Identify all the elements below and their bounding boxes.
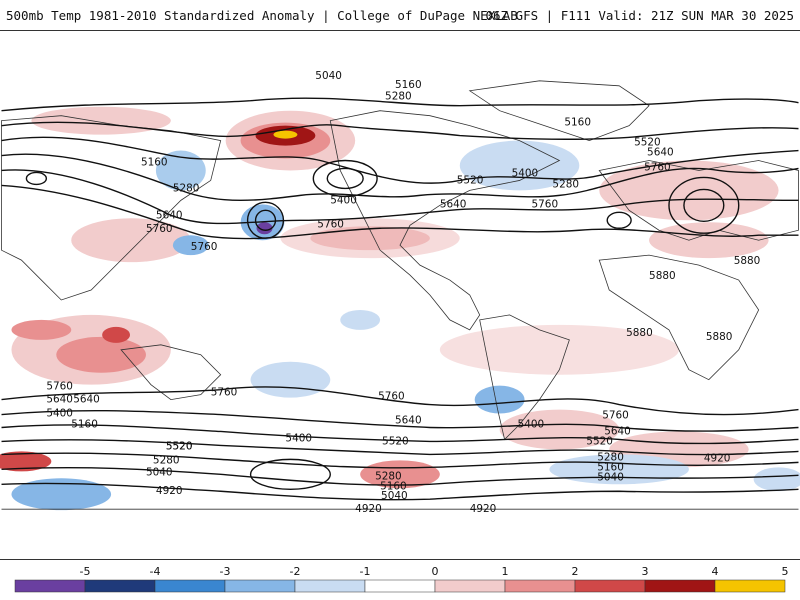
colorbar-swatch <box>84 579 156 593</box>
contour-labels: 5040 5160 5280 5160 5160 5280 5400 5640 … <box>46 70 760 515</box>
contour-label: 5760 <box>532 198 559 210</box>
colorbar-tick-label: 4 <box>712 565 719 578</box>
contour-label: 4920 <box>355 503 382 515</box>
contour-label: 5520 <box>586 435 613 447</box>
colorbar-swatch <box>294 579 366 593</box>
colorbar-swatch <box>154 579 226 593</box>
contour-label: 5640 <box>604 425 631 437</box>
colorbar-swatch <box>364 579 436 593</box>
contour-label: 5640 <box>440 198 467 210</box>
contour-label: 5280 <box>597 451 624 463</box>
contour-label: 5640 <box>73 394 100 406</box>
contour-label: 5040 <box>146 466 173 478</box>
colorbar-ticks: -5 -4 -3 -2 -1 0 1 2 3 4 5 <box>80 565 789 578</box>
contour-label: 5880 <box>706 331 733 343</box>
contour-label: 5160 <box>564 117 591 129</box>
contour-label: 5880 <box>734 255 761 267</box>
contour-label: 5400 <box>285 432 312 444</box>
anomaly-map: 5040 5160 5280 5160 5160 5280 5400 5640 … <box>0 30 800 560</box>
contour-label: 5280 <box>375 470 402 482</box>
contour-label: 5520 <box>166 440 193 452</box>
contour-label: 5880 <box>649 270 676 282</box>
contour-label: 5760 <box>602 410 629 422</box>
contour-label: 5760 <box>191 241 218 253</box>
colorbar-swatch <box>14 579 86 593</box>
height-contours <box>1 97 799 501</box>
colorbar-tick-label: 5 <box>782 565 789 578</box>
contour-label: 5640 <box>156 209 183 221</box>
contour-label: 5160 <box>380 480 407 492</box>
map-title: 500mb Temp 1981-2010 Standardized Anomal… <box>6 8 518 23</box>
contour-label: 5160 <box>141 156 168 168</box>
colorbar-tick-label: 1 <box>502 565 509 578</box>
contour-label: 5280 <box>385 91 412 103</box>
contour-label: 5280 <box>552 178 579 190</box>
contour-label: 5160 <box>395 79 422 91</box>
contour-label: 5280 <box>173 182 200 194</box>
contour-label: 5400 <box>46 408 73 420</box>
contour-label: 4920 <box>156 485 183 497</box>
contour-label: 5760 <box>378 391 405 403</box>
colorbar-swatch <box>714 579 786 593</box>
contour-label: 4920 <box>704 452 731 464</box>
header-bar: 500mb Temp 1981-2010 Standardized Anomal… <box>0 0 800 30</box>
contour-label: 5760 <box>644 161 671 173</box>
colorbar-tick-label: -4 <box>150 565 161 578</box>
contour-label: 4920 <box>470 503 497 515</box>
contour-label: 5520 <box>457 174 484 186</box>
contour-label: 5880 <box>626 327 653 339</box>
contour-label: 5040 <box>597 471 624 483</box>
contour-label: 5160 <box>597 461 624 473</box>
contour-label: 5280 <box>153 454 180 466</box>
colorbar-swatches <box>14 579 786 593</box>
contour-label: 5760 <box>146 223 173 235</box>
colorbar-tick-label: 0 <box>432 565 439 578</box>
model-run-info: 06Z GFS | F111 Valid: 21Z SUN MAR 30 202… <box>485 8 794 23</box>
colorbar: -5 -4 -3 -2 -1 0 1 2 3 4 5 <box>14 565 789 593</box>
contour-label: 5400 <box>518 418 545 430</box>
contour-label: 5520 <box>382 435 409 447</box>
colorbar-swatch <box>574 579 646 593</box>
colorbar-swatch <box>644 579 716 593</box>
anomaly-shading <box>0 106 800 511</box>
colorbar-tick-label: 2 <box>572 565 579 578</box>
contour-label: 5400 <box>512 167 539 179</box>
contour-label: 5520 <box>634 137 661 149</box>
colorbar-tick-label: -3 <box>220 565 231 578</box>
colorbar-swatch <box>434 579 506 593</box>
contour-label: 5040 <box>381 490 408 502</box>
colorbar-tick-label: -1 <box>360 565 371 578</box>
contour-label: 5760 <box>211 387 238 399</box>
contour-label: 5040 <box>315 70 342 82</box>
contour-label: 5400 <box>330 194 357 206</box>
contour-label: 5160 <box>71 418 98 430</box>
contour-label: 5520 <box>166 440 193 452</box>
contour-label: 5640 <box>46 394 73 406</box>
colorbar-tick-label: 3 <box>642 565 649 578</box>
colorbar-tick-label: -2 <box>290 565 301 578</box>
colorbar-swatch <box>224 579 296 593</box>
contour-label: 5760 <box>46 381 73 393</box>
contour-label: 5640 <box>647 147 674 159</box>
contour-label: 5640 <box>395 415 422 427</box>
colorbar-tick-label: -5 <box>80 565 91 578</box>
contour-label: 5760 <box>317 218 344 230</box>
colorbar-swatch <box>504 579 576 593</box>
